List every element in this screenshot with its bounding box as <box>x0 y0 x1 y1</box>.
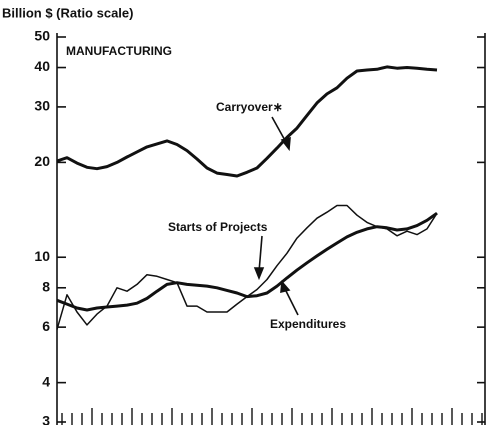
panel-label: MANUFACTURING <box>66 44 172 58</box>
series-line <box>56 65 438 178</box>
series-line <box>56 211 438 312</box>
y-tick-label: 40 <box>34 58 50 74</box>
y-tick-label: 8 <box>42 278 50 294</box>
y-tick-label: 6 <box>42 318 50 334</box>
y-tick-label: 4 <box>42 373 50 389</box>
y-tick-label: 10 <box>34 248 50 264</box>
y-tick-label: 3 <box>42 413 50 425</box>
y-tick-label: 50 <box>34 28 50 44</box>
annotation: Carryover∗ <box>216 100 283 114</box>
y-tick-label: 30 <box>34 98 50 114</box>
annotation: Expenditures <box>270 317 346 331</box>
y-axis-label: Billion $ (Ratio scale) <box>2 5 133 20</box>
y-tick-label: 20 <box>34 153 50 169</box>
annotation: Starts of Projects <box>168 220 268 234</box>
